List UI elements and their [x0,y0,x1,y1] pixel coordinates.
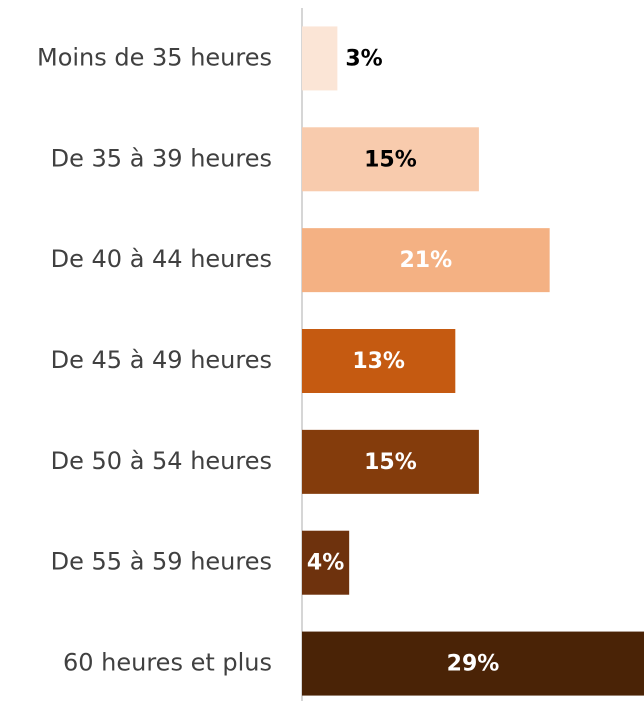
bar [302,228,550,293]
value-label: 29% [447,652,500,677]
y-tick-label: Moins de 35 heures [37,43,272,71]
y-tick-label: 60 heures et plus [63,649,272,677]
bar [302,429,479,494]
value-label: 15% [364,450,417,475]
y-tick-label: De 40 à 44 heures [51,245,272,273]
y-tick-label: De 35 à 39 heures [51,144,272,172]
value-label: 21% [399,248,452,273]
bar [302,631,644,696]
y-tick-label: De 50 à 54 heures [51,447,272,475]
y-tick-label: De 45 à 49 heures [51,346,272,374]
bar [302,530,350,595]
y-tick-label: De 55 à 59 heures [51,548,272,576]
bar [302,329,456,393]
value-label: 15% [364,147,417,172]
value-label: 3% [345,46,382,71]
bar [302,26,338,91]
value-label: 13% [352,349,405,374]
bar [302,127,479,192]
value-label: 4% [307,551,344,576]
